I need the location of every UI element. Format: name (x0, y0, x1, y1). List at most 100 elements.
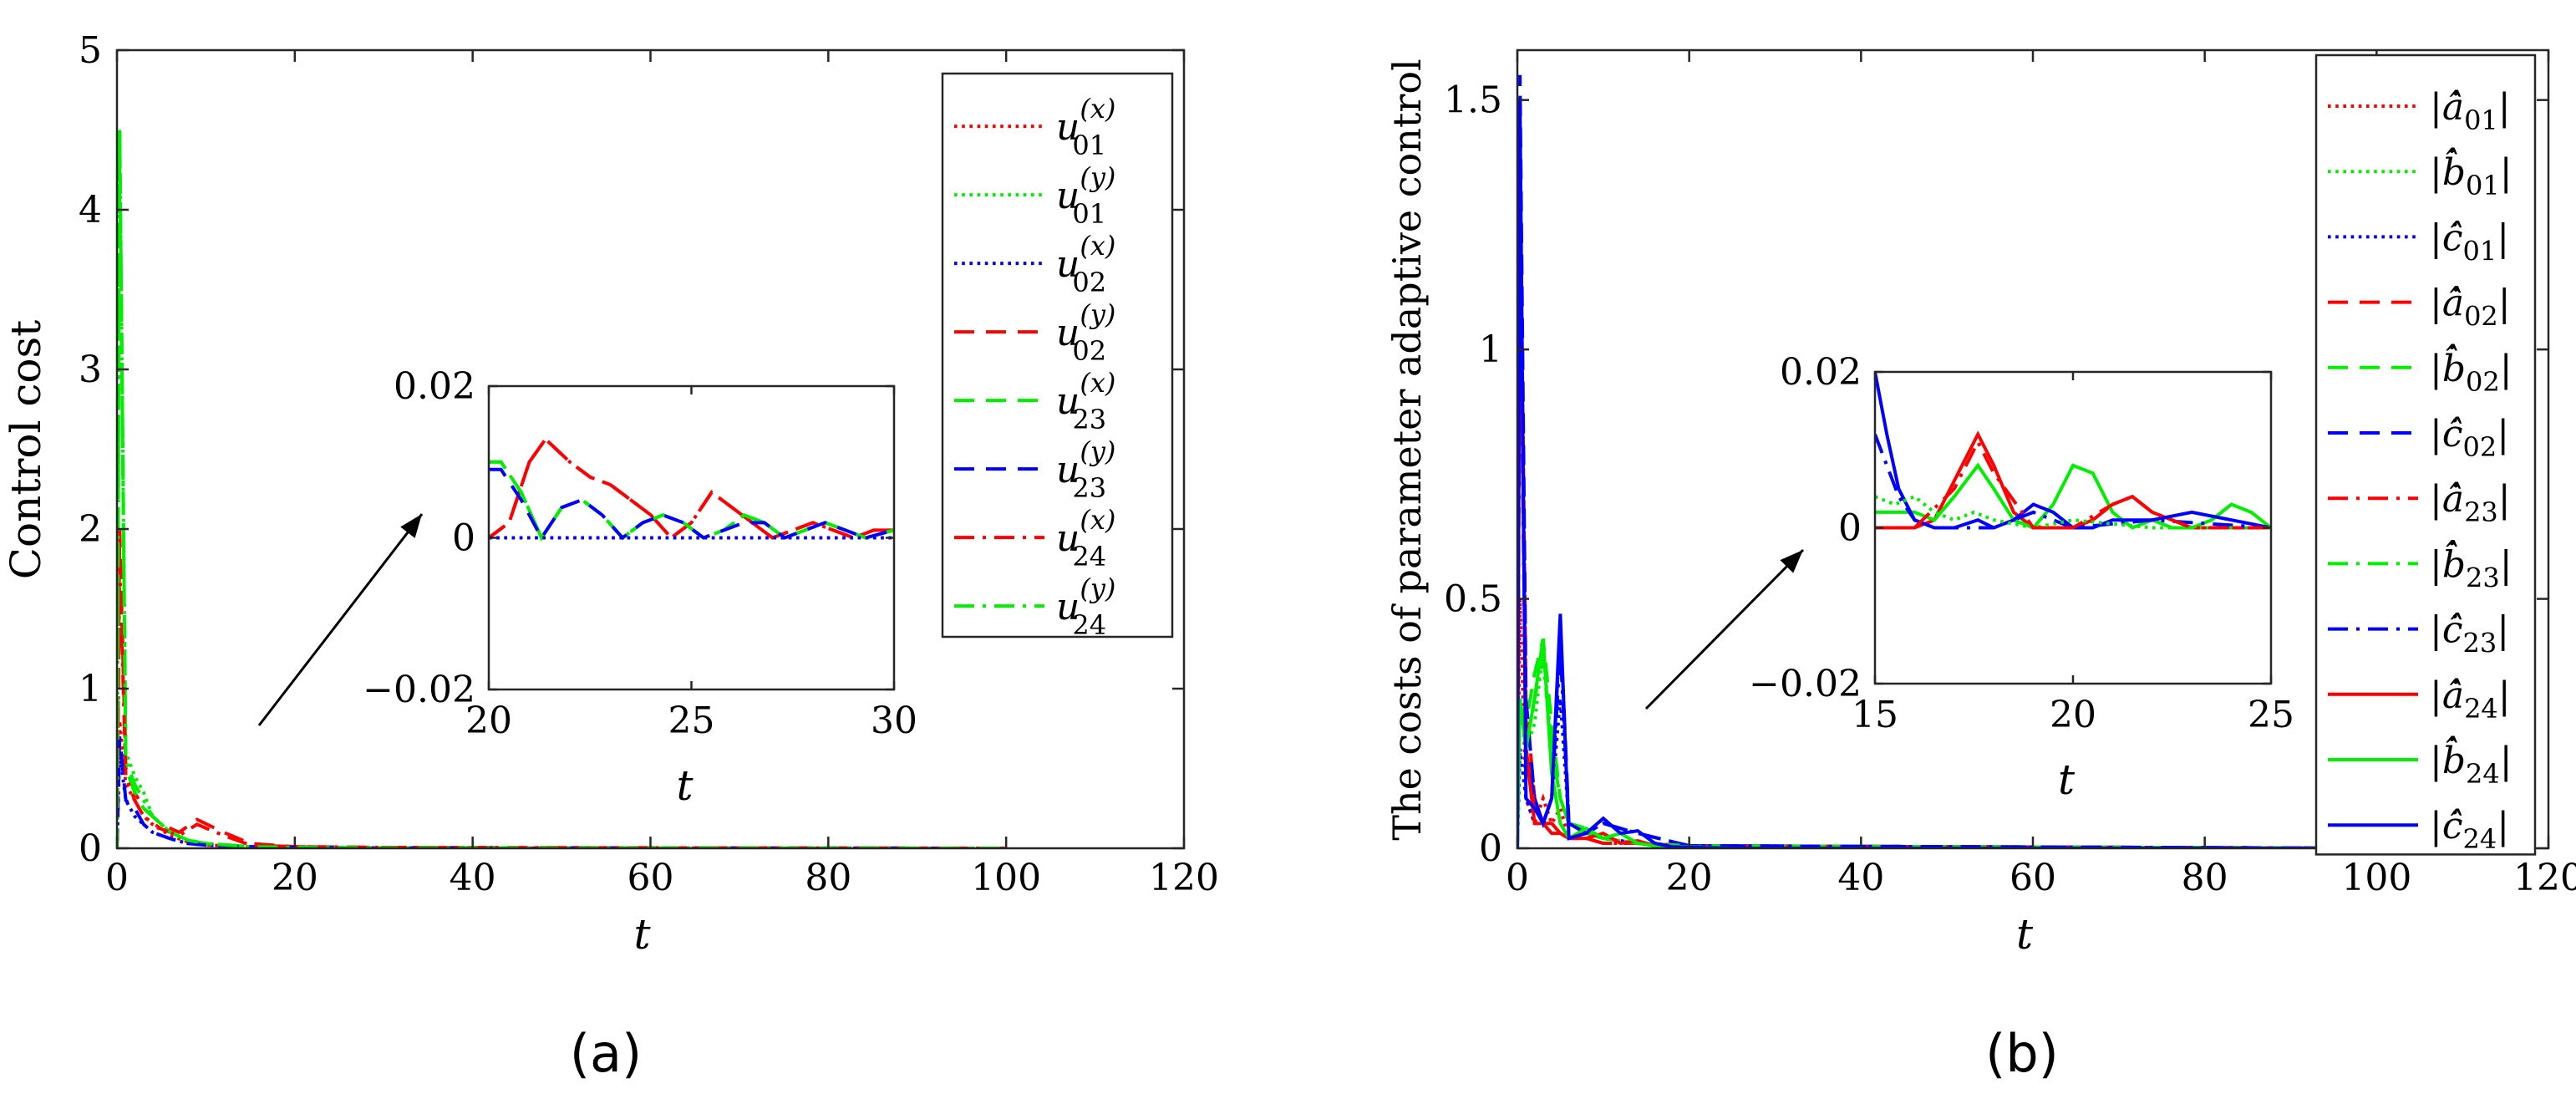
legend-sub: 24 (1072, 609, 1106, 641)
pointer-arrow (1644, 548, 1805, 710)
legend-base: ĉ̇ (2442, 805, 2463, 847)
legend-bar: | (2497, 609, 2509, 652)
y-tick-label: 1 (79, 668, 102, 710)
inset-series-line-|b24| (1875, 462, 2271, 530)
legend-label: u(y) 24 (1056, 572, 1115, 641)
x-tick-label: 100 (971, 857, 1041, 899)
legend-label: u(y) 01 (1056, 161, 1115, 230)
series-line-|c24| (1517, 99, 2377, 848)
series-line-u24(y) (117, 130, 1007, 848)
legend-bar: | (2500, 348, 2512, 390)
inset-series-group (1875, 372, 2271, 530)
legend-label: u(y) 23 (1056, 435, 1115, 504)
y-axis-label: Control cost (2, 320, 50, 579)
inset-series-line-u23(y) (489, 467, 894, 542)
legend-base: b̂̇ (2442, 538, 2466, 587)
legend-bar: | (2430, 478, 2442, 521)
legend-bar: | (2430, 609, 2442, 652)
legend-bar: | (2430, 348, 2442, 390)
legend-sub: 23 (2464, 496, 2498, 528)
legend-base: u (1056, 380, 1080, 423)
legend-sub: 02 (2466, 366, 2500, 398)
legend-label: |â̇01| (2430, 86, 2511, 136)
legend-base: ĉ̇ (2442, 216, 2463, 259)
legend-bar: | (2498, 282, 2511, 325)
legend-sup: (y) (1080, 572, 1115, 604)
series-line-|b23| (1517, 658, 2377, 848)
x-tick-label: 100 (2341, 857, 2411, 899)
legend-base: b̂̇ (2442, 342, 2466, 390)
legend: |â̇01||b̂̇01||ĉ̇01||â̇02||b̂̇02||ĉ̇02||â… (2314, 53, 2537, 856)
legend-bar: | (2430, 86, 2442, 129)
legend-label: |b̂̇01| (2430, 146, 2512, 202)
legend-sub: 23 (1072, 472, 1106, 504)
legend-label: |ĉ̇24| (2430, 805, 2509, 855)
inset-y-tick-label: 0 (452, 517, 475, 560)
inset-y-tick-label: 0.02 (1780, 351, 1862, 394)
legend-label: |â̇02| (2430, 282, 2511, 333)
inset-y-tick-label: −0.02 (363, 669, 475, 711)
inset-x-tick-label: 25 (668, 700, 715, 742)
legend-sub: 01 (1072, 130, 1106, 161)
x-tick-label: 80 (805, 857, 851, 899)
legend-sub: 23 (2462, 628, 2497, 659)
pointer-arrow-head (400, 514, 422, 538)
legend-sub: 24 (2464, 693, 2498, 725)
inset-series-group (489, 436, 894, 542)
legend-sup: (y) (1080, 435, 1115, 467)
legend-sub: 02 (1072, 335, 1106, 367)
legend-base: b̂̇ (2442, 734, 2466, 782)
legend-bar: | (2430, 740, 2442, 782)
legend-bar: | (2430, 543, 2442, 586)
legend-base: u (1056, 175, 1080, 217)
legend-base: b̂̇ (2442, 146, 2466, 195)
legend-base: u (1056, 517, 1080, 560)
legend-base: u (1056, 106, 1080, 149)
legend-bar: | (2430, 151, 2442, 194)
legend-bar: | (2430, 216, 2442, 259)
legend-sub: 24 (2462, 823, 2497, 855)
legend-label: |ĉ̇23| (2430, 609, 2509, 659)
inset-y-tick-label: 0.02 (394, 365, 475, 408)
inset-series-line-|c23| (1875, 433, 2271, 530)
legend-sub: 02 (2464, 301, 2498, 333)
legend-label: u(y) 02 (1056, 298, 1115, 367)
legend-sup: (x) (1080, 367, 1115, 399)
pointer-arrow-head (1780, 550, 1803, 573)
legend-base: u (1056, 586, 1080, 628)
x-tick-label: 0 (1506, 857, 1529, 899)
x-axis-label: t (633, 910, 651, 959)
y-tick-label: 4 (79, 189, 102, 232)
legend-sub: 24 (1072, 541, 1106, 572)
x-tick-label: 20 (1666, 857, 1713, 899)
legend-bar: | (2497, 216, 2509, 259)
legend-bar: | (2430, 674, 2442, 717)
legend-label: |b̂̇24| (2430, 734, 2512, 790)
y-tick-label: 1 (1479, 328, 1502, 371)
inset-series-line-|b01| (1875, 494, 2271, 530)
legend-sub: 01 (2462, 235, 2497, 267)
legend-sup: (x) (1080, 504, 1115, 536)
inset-x-tick-label: 25 (2248, 694, 2294, 736)
legend-base: â̇ (2442, 282, 2464, 325)
x-tick-label: 40 (450, 857, 496, 899)
legend-sub: 24 (2466, 758, 2500, 790)
inset-x-axis-label: t (676, 761, 694, 810)
legend-bar: | (2500, 740, 2512, 782)
legend-sub: 23 (2466, 562, 2500, 593)
legend-base: â̇ (2442, 674, 2464, 717)
y-tick-label: 5 (79, 29, 102, 72)
legend-label: |â̇23| (2430, 478, 2511, 528)
legend-sub: 23 (1072, 404, 1106, 435)
x-tick-label: 40 (1837, 857, 1884, 899)
x-tick-label: 120 (1149, 857, 1219, 899)
legend-bar: | (2500, 543, 2512, 586)
legend-box (2314, 53, 2537, 856)
x-axis-label: t (2016, 910, 2034, 959)
x-tick-label: 20 (272, 857, 318, 899)
x-tick-label: 60 (2009, 857, 2056, 899)
y-tick-label: 0 (79, 827, 102, 870)
